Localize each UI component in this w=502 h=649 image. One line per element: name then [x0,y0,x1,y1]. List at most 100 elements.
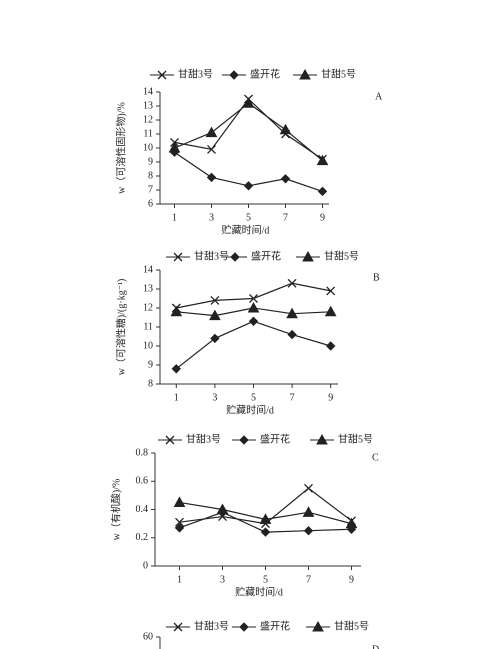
marker-diamond [230,252,240,262]
marker-diamond [239,622,249,632]
x-tick-label: 3 [209,212,214,223]
y-tick-label: 7 [148,184,153,195]
marker-x [165,435,175,445]
legend-label: 甘甜5号 [338,432,373,445]
marker-x [175,517,184,527]
marker-x [207,144,216,154]
x-tick-label: 1 [172,212,177,223]
marker-triangle [259,513,272,524]
legend-label: 盛开花 [260,619,290,632]
y-tick-label: 8 [148,378,153,389]
x-tick-label: 9 [328,392,333,403]
x-tick-label: 7 [306,574,311,585]
panel-label: B [373,272,380,283]
y-axis-label: w（有机酸)/% [109,479,122,541]
y-tick-label: 12 [143,302,153,313]
y-tick-label: 14 [143,86,153,97]
y-tick-label: 12 [143,114,153,125]
marker-diamond [206,172,217,183]
marker-diamond [174,523,185,533]
x-tick-label: 5 [251,392,256,403]
x-tick-label: 5 [263,574,268,585]
y-tick-label: 0.8 [136,447,149,458]
x-axis-label: 贮藏时间/d [222,223,270,236]
legend-label: 甘甜3号 [186,432,221,445]
legend-label: 甘甜3号 [178,67,213,80]
marker-triangle [242,97,255,108]
marker-triangle [302,506,315,517]
marker-diamond [325,341,336,351]
marker-x [326,286,336,296]
x-tick-label: 3 [212,392,217,403]
y-tick-label: 11 [143,321,153,332]
marker-x [287,278,297,288]
marker-triangle [345,517,358,529]
marker-diamond [171,364,182,374]
marker-x [304,483,313,493]
marker-triangle [279,123,292,135]
x-axis-label: 贮藏时间/d [235,585,283,598]
marker-x [173,252,183,262]
marker-triangle [168,141,181,153]
legend-label: 甘甜5号 [321,67,356,80]
panel-label: A [375,91,383,102]
marker-triangle [209,309,221,321]
series-line [175,320,331,370]
y-tick-label: 10 [143,142,153,153]
x-tick-label: 5 [246,212,251,223]
panel-label: D [372,644,379,649]
marker-triangle [324,305,337,317]
marker-triangle [286,307,298,319]
marker-diamond [243,181,254,191]
legend-label: 甘甜3号 [194,249,229,262]
legend-label: 盛开花 [250,67,280,80]
y-tick-label: 60 [143,631,153,642]
y-tick-label: 9 [148,359,153,370]
y-tick-label: 6 [148,198,153,209]
marker-triangle [312,620,324,632]
legend-label: 甘甜5号 [324,249,359,262]
x-tick-label: 1 [177,574,182,585]
x-axis-label: 贮藏时间/d [226,403,274,416]
y-tick-label: 0.6 [136,476,149,487]
legend-label: 甘甜3号 [194,619,229,632]
marker-x [157,70,167,80]
marker-diamond [239,435,249,445]
marker-x [173,622,183,632]
legend-label: 盛开花 [260,432,290,445]
marker-diamond [229,70,239,80]
marker-x [249,294,258,303]
x-tick-label: 7 [283,212,288,223]
marker-x [210,295,220,305]
marker-triangle [316,154,329,166]
x-tick-label: 1 [174,392,179,403]
x-tick-label: 9 [320,212,325,223]
legend-label: 甘甜5号 [334,619,369,632]
panel-label: C [372,452,379,463]
marker-triangle [316,433,328,445]
y-axis-label: w（可溶性糖)/(g·kg⁻¹) [114,279,127,376]
marker-triangle [216,503,229,514]
marker-triangle [170,305,183,317]
marker-diamond [260,527,271,537]
y-tick-label: 9 [148,156,153,167]
y-tick-label: 13 [143,100,153,111]
y-tick-label: 8 [148,170,153,181]
marker-triangle [302,250,314,262]
y-tick-label: 0 [143,560,148,571]
marker-triangle [299,68,311,80]
x-tick-label: 3 [220,574,225,585]
marker-diamond [317,186,328,197]
y-tick-label: 13 [143,283,153,294]
y-tick-label: 14 [143,264,153,275]
x-tick-label: 7 [290,392,295,403]
y-tick-label: 10 [143,340,153,351]
marker-diamond [248,316,259,327]
marker-diamond [210,333,220,344]
y-tick-label: 11 [143,128,153,139]
y-axis-label: w（可溶性固形物)/% [114,102,127,194]
marker-triangle [173,496,186,507]
series-line [174,98,323,160]
marker-diamond [303,525,314,536]
